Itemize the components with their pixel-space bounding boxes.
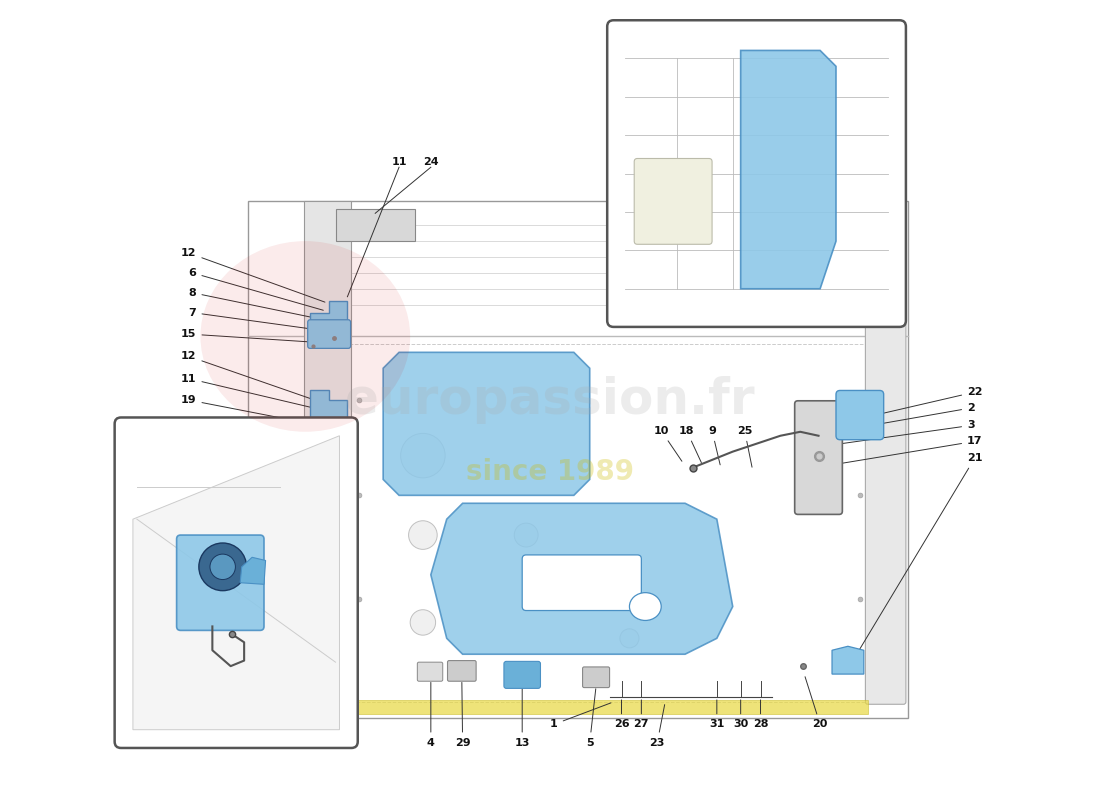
Text: 14: 14 bbox=[138, 589, 198, 703]
Text: 20: 20 bbox=[805, 677, 828, 730]
Text: since 1989: since 1989 bbox=[466, 458, 634, 486]
FancyBboxPatch shape bbox=[836, 390, 883, 440]
Text: 5: 5 bbox=[586, 689, 596, 748]
Circle shape bbox=[199, 543, 246, 590]
Text: 1: 1 bbox=[550, 703, 610, 730]
Text: 12: 12 bbox=[182, 351, 323, 403]
Text: 15: 15 bbox=[182, 329, 321, 342]
Polygon shape bbox=[304, 202, 351, 718]
FancyBboxPatch shape bbox=[308, 419, 351, 446]
Circle shape bbox=[210, 554, 235, 579]
Text: 4: 4 bbox=[427, 682, 434, 748]
FancyBboxPatch shape bbox=[794, 401, 843, 514]
FancyBboxPatch shape bbox=[308, 320, 351, 348]
FancyBboxPatch shape bbox=[417, 662, 442, 682]
FancyBboxPatch shape bbox=[448, 661, 476, 682]
Text: 8: 8 bbox=[189, 288, 324, 320]
Circle shape bbox=[200, 241, 410, 432]
FancyBboxPatch shape bbox=[583, 667, 609, 687]
Text: 13: 13 bbox=[515, 689, 530, 748]
Text: 9: 9 bbox=[708, 426, 720, 465]
Ellipse shape bbox=[400, 434, 446, 478]
Polygon shape bbox=[133, 436, 340, 730]
Text: 16: 16 bbox=[806, 58, 888, 128]
Text: 10: 10 bbox=[653, 426, 682, 462]
Text: 26: 26 bbox=[614, 700, 629, 730]
Text: 3: 3 bbox=[827, 421, 975, 446]
Polygon shape bbox=[431, 503, 733, 654]
FancyBboxPatch shape bbox=[522, 555, 641, 610]
Text: 18: 18 bbox=[679, 426, 702, 462]
Text: europassion.fr: europassion.fr bbox=[344, 376, 756, 424]
Polygon shape bbox=[310, 390, 348, 424]
Text: 11: 11 bbox=[392, 157, 407, 166]
Text: 12: 12 bbox=[182, 248, 324, 302]
Polygon shape bbox=[832, 646, 864, 674]
Polygon shape bbox=[310, 301, 348, 325]
Text: 2: 2 bbox=[847, 403, 975, 430]
Text: 7: 7 bbox=[189, 308, 317, 330]
FancyBboxPatch shape bbox=[351, 699, 868, 714]
FancyBboxPatch shape bbox=[177, 535, 264, 630]
Polygon shape bbox=[336, 210, 415, 241]
Text: 17: 17 bbox=[818, 436, 982, 467]
Text: 11: 11 bbox=[182, 374, 321, 410]
Polygon shape bbox=[240, 558, 265, 584]
FancyBboxPatch shape bbox=[114, 418, 358, 748]
Ellipse shape bbox=[410, 610, 436, 635]
Polygon shape bbox=[740, 50, 836, 289]
Text: 22: 22 bbox=[874, 387, 982, 415]
Text: 29: 29 bbox=[454, 682, 471, 748]
Text: 31: 31 bbox=[710, 700, 725, 730]
Text: 6: 6 bbox=[188, 268, 323, 310]
Text: 27: 27 bbox=[634, 700, 649, 730]
FancyBboxPatch shape bbox=[504, 662, 540, 688]
Text: 21: 21 bbox=[854, 453, 982, 660]
Ellipse shape bbox=[620, 629, 639, 648]
Ellipse shape bbox=[408, 521, 437, 550]
Text: 19: 19 bbox=[180, 395, 317, 425]
Text: 30: 30 bbox=[733, 700, 748, 730]
Ellipse shape bbox=[515, 523, 538, 547]
Polygon shape bbox=[383, 352, 590, 495]
FancyBboxPatch shape bbox=[866, 262, 906, 704]
FancyBboxPatch shape bbox=[607, 20, 906, 327]
FancyBboxPatch shape bbox=[635, 158, 712, 244]
Ellipse shape bbox=[629, 593, 661, 621]
Text: 24: 24 bbox=[424, 157, 439, 166]
Text: 23: 23 bbox=[650, 705, 664, 748]
Text: 25: 25 bbox=[737, 426, 752, 467]
Text: 28: 28 bbox=[752, 700, 768, 730]
